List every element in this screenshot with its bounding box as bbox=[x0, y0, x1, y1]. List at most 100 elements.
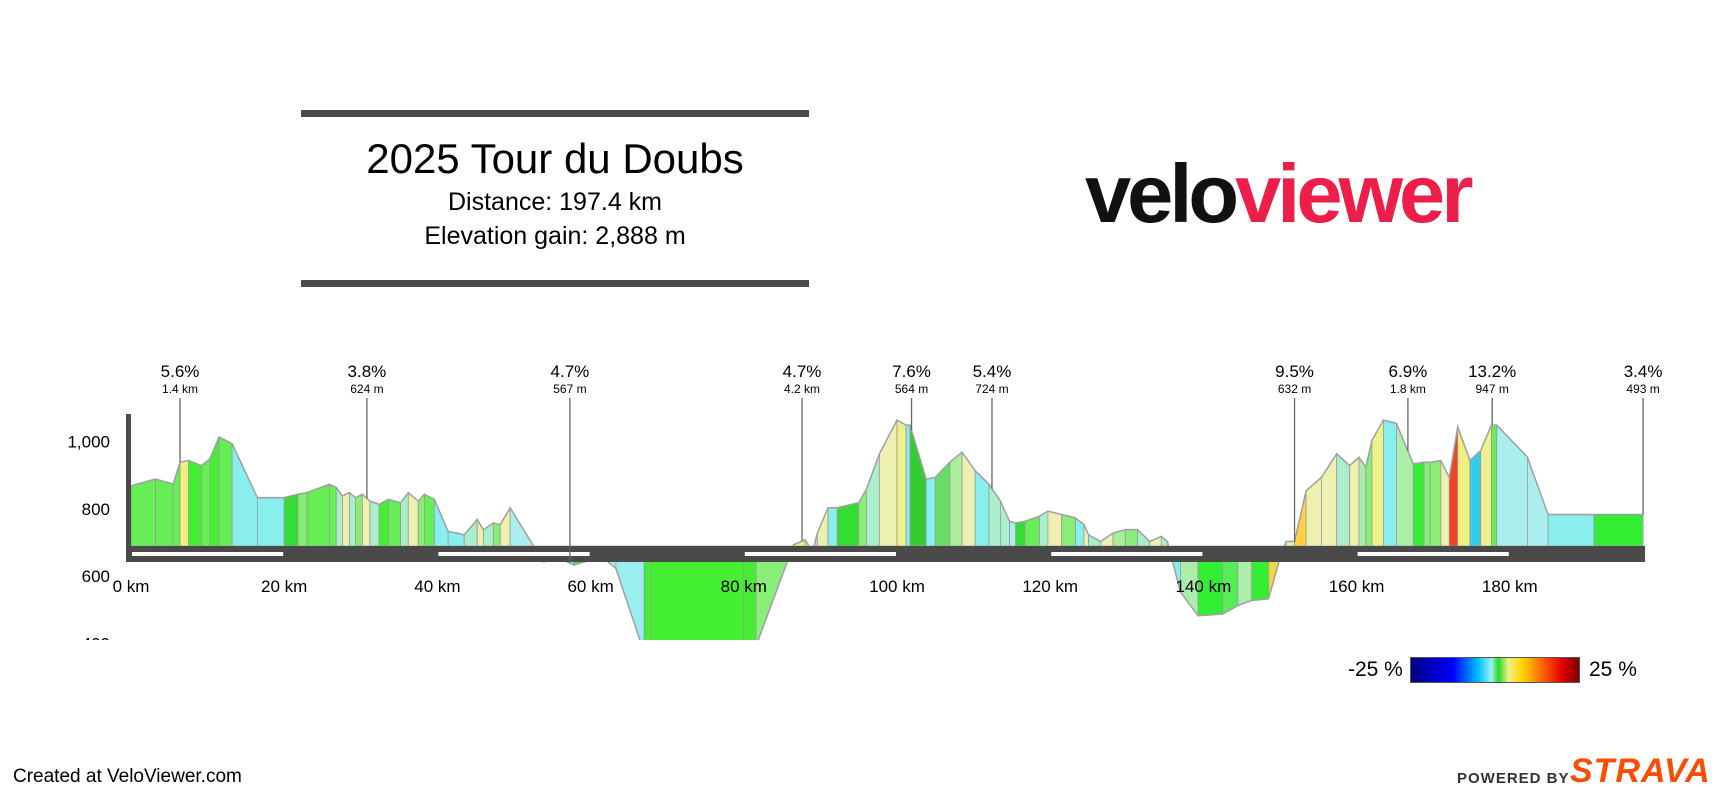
profile-segment bbox=[949, 451, 963, 547]
profile-segment bbox=[155, 478, 174, 547]
profile-segment bbox=[1015, 520, 1026, 547]
climb-length-label: 493 m bbox=[1626, 382, 1659, 396]
climb-length-label: 1.4 km bbox=[162, 382, 198, 396]
gradient-legend-max: 25 % bbox=[1589, 658, 1637, 681]
climb-gradient-label: 13.2% bbox=[1468, 362, 1516, 381]
route-distance: Distance: 197.4 km bbox=[448, 188, 662, 216]
strava-logo: STRAVA bbox=[1570, 752, 1711, 790]
profile-segment bbox=[816, 507, 829, 547]
distance-scale-bar bbox=[438, 552, 590, 556]
profile-segment bbox=[1593, 514, 1644, 547]
profile-segment bbox=[1448, 426, 1459, 547]
climb-length-label: 4.2 km bbox=[784, 382, 820, 396]
profile-segment bbox=[836, 502, 860, 547]
profile-segment bbox=[925, 476, 936, 547]
profile-segment bbox=[335, 486, 343, 547]
profile-segment bbox=[1320, 452, 1338, 547]
profile-segment bbox=[896, 419, 907, 547]
y-tick-label: 400 bbox=[82, 635, 110, 640]
distance-scale-bar bbox=[744, 552, 896, 556]
profile-segment bbox=[256, 497, 285, 547]
gradient-legend-min: -25 % bbox=[1348, 658, 1403, 681]
profile-segment bbox=[130, 478, 156, 547]
x-tick-label: 20 km bbox=[261, 577, 307, 596]
profile-segment bbox=[1009, 520, 1017, 547]
profile-segment bbox=[492, 522, 501, 547]
logo-velo: velo bbox=[1085, 147, 1239, 240]
x-tick-label: 80 km bbox=[721, 577, 767, 596]
climb-length-label: 567 m bbox=[553, 382, 586, 396]
profile-segment bbox=[348, 491, 356, 547]
profile-segment bbox=[1480, 424, 1492, 547]
title-rule-top bbox=[301, 110, 809, 117]
climb-gradient-label: 3.4% bbox=[1624, 362, 1663, 381]
x-tick-label: 60 km bbox=[567, 577, 613, 596]
x-tick-label: 140 km bbox=[1176, 577, 1232, 596]
profile-segment bbox=[1412, 461, 1425, 547]
profile-segment bbox=[1491, 424, 1498, 547]
profile-segment bbox=[417, 493, 425, 547]
profile-segment bbox=[1047, 510, 1063, 547]
profile-segment bbox=[1383, 419, 1397, 547]
profile-outline bbox=[130, 419, 1644, 640]
climb-length-label: 724 m bbox=[975, 382, 1008, 396]
climb-length-label: 947 m bbox=[1476, 382, 1509, 396]
profile-segment bbox=[342, 491, 350, 547]
profile-segment bbox=[1349, 456, 1360, 547]
distance-scale-bar bbox=[1051, 552, 1203, 556]
climb-length-label: 624 m bbox=[350, 382, 383, 396]
created-at-link[interactable]: Created at VeloViewer.com bbox=[13, 766, 242, 787]
profile-segment bbox=[361, 493, 371, 547]
climb-length-label: 632 m bbox=[1278, 382, 1311, 396]
profile-segment bbox=[1469, 449, 1482, 547]
profile-segment bbox=[188, 459, 202, 547]
climb-gradient-label: 9.5% bbox=[1275, 362, 1314, 381]
profile-segment bbox=[378, 498, 389, 547]
profile-segment bbox=[1061, 513, 1076, 547]
y-axis-line bbox=[126, 414, 131, 548]
profile-segment bbox=[499, 506, 511, 547]
profile-segment bbox=[827, 507, 838, 547]
profile-segment bbox=[201, 458, 211, 547]
x-tick-label: 120 km bbox=[1022, 577, 1078, 596]
profile-segment bbox=[209, 436, 220, 547]
profile-segment bbox=[179, 460, 189, 547]
logo-viewer: viewer bbox=[1235, 147, 1473, 240]
profile-segment bbox=[1000, 500, 1011, 547]
climb-gradient-label: 5.6% bbox=[161, 362, 200, 381]
distance-scale-bar bbox=[132, 552, 284, 556]
x-tick-label: 40 km bbox=[414, 577, 460, 596]
elevation-profile-chart: 400 600 800 1,000 0 km 20 km 40 km 60 km 80 km 10… bbox=[67, 362, 1663, 640]
x-tick-label: 100 km bbox=[869, 577, 925, 596]
gradient-legend-colorbar bbox=[1410, 657, 1580, 683]
climb-gradient-label: 6.9% bbox=[1389, 362, 1428, 381]
profile-segment bbox=[218, 436, 233, 547]
profile-segment bbox=[387, 498, 402, 547]
climb-length-label: 564 m bbox=[895, 382, 928, 396]
climb-gradient-label: 4.7% bbox=[783, 362, 822, 381]
profile-segment bbox=[355, 493, 363, 547]
veloviewer-logo: veloviewer bbox=[1085, 152, 1474, 235]
profile-segment bbox=[1547, 514, 1595, 547]
climb-gradient-label: 3.8% bbox=[348, 362, 387, 381]
profile-segment bbox=[865, 453, 880, 547]
profile-segment bbox=[1371, 418, 1384, 547]
climb-gradient-label: 4.7% bbox=[551, 362, 590, 381]
title-rule-bottom bbox=[301, 280, 809, 287]
profile-segment bbox=[858, 487, 867, 547]
route-title: 2025 Tour du Doubs bbox=[366, 135, 744, 182]
climb-gradient-label: 7.6% bbox=[892, 362, 931, 381]
profile-segment bbox=[909, 425, 927, 547]
x-tick-label: 160 km bbox=[1329, 577, 1385, 596]
profile-segment bbox=[905, 424, 911, 547]
profile-segment bbox=[283, 493, 299, 547]
route-info-box: 2025 Tour du Doubs Distance: 197.4 km El… bbox=[301, 110, 809, 287]
profile-segment bbox=[1527, 457, 1549, 547]
profile-segment bbox=[369, 500, 380, 547]
y-tick-label: 600 bbox=[82, 567, 110, 586]
profile-segment bbox=[306, 483, 330, 547]
x-tick-label: 180 km bbox=[1482, 577, 1538, 596]
climb-gradient-label: 5.4% bbox=[973, 362, 1012, 381]
profile-segment bbox=[1358, 455, 1367, 547]
profile-segment bbox=[423, 493, 435, 547]
